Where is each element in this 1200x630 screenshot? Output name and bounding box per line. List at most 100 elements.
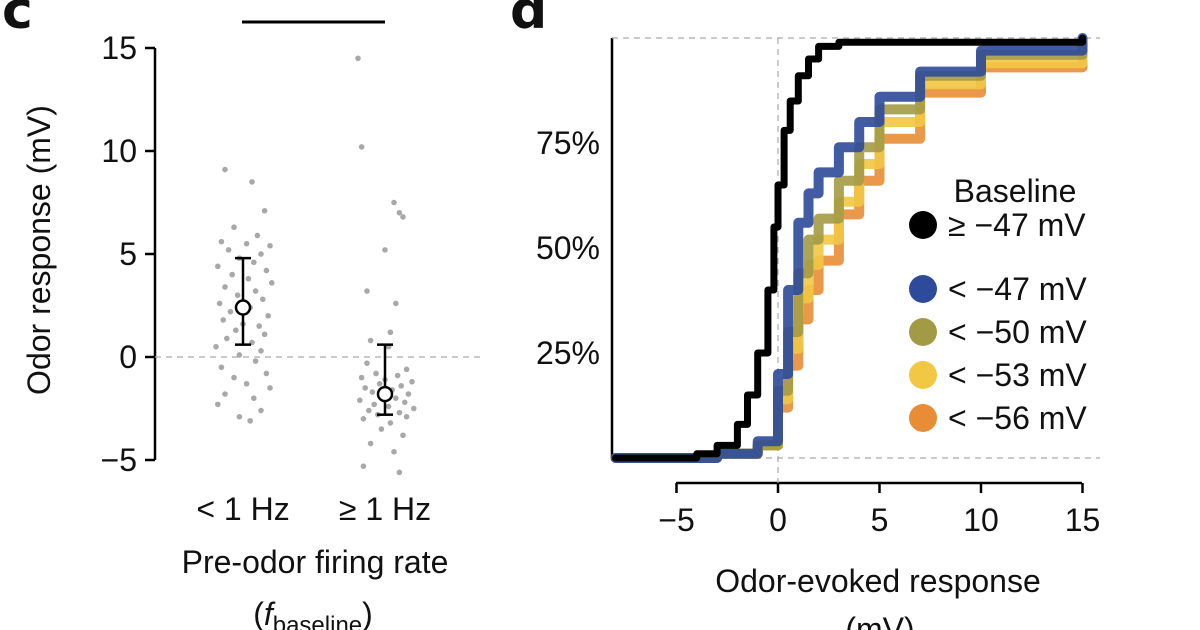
panel-d-label: d xyxy=(510,0,547,41)
d-y-tick-label: 50% xyxy=(536,230,600,266)
c-data-point xyxy=(222,166,228,173)
c-data-point xyxy=(362,385,369,391)
legend-items: ≥ −47 mV < −47 mV < −50 mV < −53 mV < −56 mV xyxy=(909,207,1087,436)
c-data-point xyxy=(261,331,268,338)
d-x-tick-label: 15 xyxy=(1065,502,1101,538)
c-data-point xyxy=(251,395,257,402)
c-data-point xyxy=(396,409,403,416)
c-data-point xyxy=(222,391,228,397)
c-data-point xyxy=(405,391,412,397)
c-data-point xyxy=(215,263,221,270)
legend-title: Baseline xyxy=(954,173,1077,209)
c-data-point xyxy=(220,317,226,323)
d-x-ticks: −5 0 5 10 15 xyxy=(658,483,1100,538)
c-data-point xyxy=(357,397,363,404)
d-series-line-< −53 mV xyxy=(610,41,1088,463)
c-data-point xyxy=(367,337,374,344)
d-series-line-< −47 mV xyxy=(610,33,1088,463)
c-data-point xyxy=(252,358,259,364)
legend-label: < −47 mV xyxy=(948,271,1087,307)
c-y-tick-label: 10 xyxy=(101,133,137,169)
c-data-point xyxy=(358,374,365,381)
d-x-tick-label: 0 xyxy=(769,502,787,538)
c-data-point xyxy=(260,296,266,303)
c-x-axis-title: Pre-odor firing rate xyxy=(182,544,449,580)
d-y-tick-label: 25% xyxy=(536,335,600,371)
c-data-point xyxy=(360,463,367,469)
c-data-point xyxy=(393,300,399,307)
d-series-line-< −56 mV xyxy=(610,45,1088,463)
c-y-axis-title: Odor response (mV) xyxy=(21,105,57,395)
c-data-point xyxy=(391,448,397,455)
c-data-point xyxy=(267,242,273,249)
c-data-point xyxy=(369,389,376,395)
c-data-point xyxy=(400,214,406,220)
c-data-point xyxy=(358,144,365,150)
c-data-point xyxy=(387,420,394,426)
c-data-point xyxy=(403,366,410,373)
legend-marker xyxy=(909,318,937,346)
c-data-point xyxy=(373,370,379,377)
d-y-ticks: 25% 50% 75% xyxy=(536,125,600,371)
c-mean-marker xyxy=(234,299,252,316)
c-data-point xyxy=(218,238,225,245)
c-data-point xyxy=(213,343,219,350)
d-x-axis-title: Odor-evoked response xyxy=(715,563,1041,599)
legend-marker xyxy=(909,275,937,303)
c-data-point xyxy=(263,370,270,377)
c-data-point xyxy=(249,179,255,185)
c-data-point xyxy=(355,55,361,62)
c-data-point xyxy=(234,292,241,299)
c-data-point xyxy=(225,247,232,253)
c-data-point xyxy=(243,240,250,247)
c-category-label-low: < 1 Hz xyxy=(196,491,289,527)
c-data-point xyxy=(385,403,392,410)
c-data-point xyxy=(403,413,410,420)
d-series-line-< −50 mV xyxy=(610,37,1088,463)
c-data-point xyxy=(258,251,264,257)
c-data-point xyxy=(216,300,223,307)
c-data-point xyxy=(247,418,253,424)
c-data-point xyxy=(231,224,237,231)
panel-c: c −5 0 5 10 15 Odor response (mV) < 1 Hz ≥ 1… xyxy=(2,0,480,630)
c-data-point xyxy=(236,352,243,358)
c-data-point xyxy=(391,199,397,206)
c-data-point xyxy=(258,348,264,354)
c-data-point xyxy=(224,335,230,342)
c-y-tick-label: 15 xyxy=(101,30,137,66)
c-data-point xyxy=(400,432,406,439)
c-data-point xyxy=(360,416,367,422)
c-data-point xyxy=(263,267,270,274)
c-category-label-high: ≥ 1 Hz xyxy=(339,491,431,527)
c-data-point xyxy=(252,288,259,294)
d-series-line-≥ −47 mV xyxy=(612,34,1086,462)
c-data-point xyxy=(222,284,228,290)
c-data-point xyxy=(251,259,257,266)
d-x-tick-label: 10 xyxy=(963,502,999,538)
c-data-point xyxy=(382,247,388,253)
legend-label: < −50 mV xyxy=(948,314,1087,350)
c-data-point xyxy=(229,271,235,278)
c-data-point xyxy=(371,401,378,408)
c-data-point xyxy=(265,313,272,319)
c-data-point xyxy=(256,323,263,329)
c-data-point xyxy=(366,407,372,414)
c-data-point xyxy=(402,399,408,406)
c-data-point xyxy=(364,360,370,366)
c-data-point xyxy=(218,364,225,371)
c-data-point xyxy=(261,207,268,214)
legend-marker xyxy=(909,361,937,389)
c-data-point xyxy=(396,210,403,216)
c-summary-markers xyxy=(234,256,394,416)
c-data-point xyxy=(387,329,394,336)
legend-label: < −56 mV xyxy=(948,400,1087,436)
legend-marker xyxy=(909,211,937,239)
c-x-axis-subtitle: (fbaseline) xyxy=(253,596,373,630)
d-y-tick-label: 75% xyxy=(536,125,600,161)
c-data-point xyxy=(231,374,237,381)
panel-d: d 25% 50% 75% −5 0 5 10 15 Odor-evoked respons… xyxy=(510,0,1100,630)
d-legend: Baseline ≥ −47 mV < −47 mV < −50 mV < −53 m… xyxy=(909,173,1087,436)
c-y-ticks: −5 0 5 10 15 xyxy=(101,30,155,478)
legend-marker xyxy=(909,404,937,432)
